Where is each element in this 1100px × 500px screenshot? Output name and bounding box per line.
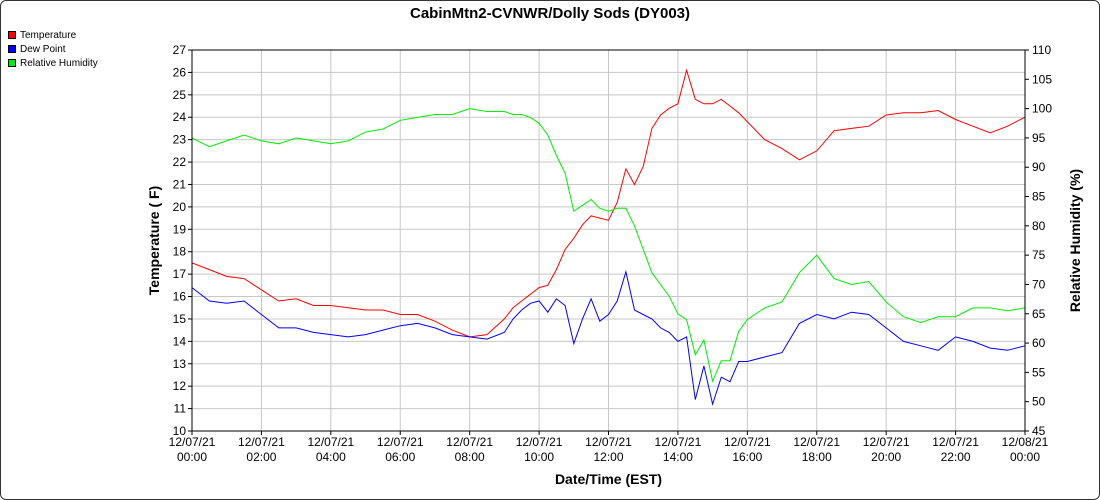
legend-swatch-dew-point [8, 45, 16, 53]
left-tick-label: 11 [174, 402, 187, 416]
legend-item-dew-point: Dew Point [8, 42, 98, 56]
left-tick-label: 19 [173, 222, 187, 236]
x-tick-date: 12/07/21 [377, 435, 424, 449]
x-tick-time: 22:00 [941, 450, 971, 464]
x-tick-time: 04:00 [316, 450, 346, 464]
x-tick-date: 12/07/21 [238, 435, 285, 449]
right-tick-label: 75 [1032, 248, 1046, 262]
x-tick-date: 12/07/21 [863, 435, 910, 449]
series-line-dew-point [191, 269, 1026, 406]
x-tick-date: 12/07/21 [655, 435, 702, 449]
left-tick-label: 16 [173, 290, 187, 304]
right-tick-label: 60 [1032, 336, 1046, 350]
right-tick-label: 95 [1032, 131, 1046, 145]
series-layer [191, 68, 1026, 406]
x-tick-date: 12/07/21 [724, 435, 771, 449]
x-tick-date: 12/07/21 [446, 435, 493, 449]
x-tick-time: 10:00 [524, 450, 554, 464]
x-tick-time: 20:00 [871, 450, 901, 464]
right-tick-label: 55 [1032, 365, 1046, 379]
left-tick-label: 20 [173, 200, 187, 214]
right-tick-label: 50 [1032, 395, 1046, 409]
right-axis-ticks: 45 50 55 60 65 70 75 80 85 90 95 100 105 110 [1025, 43, 1052, 438]
left-tick-label: 15 [173, 312, 187, 326]
x-tick-time: 00:00 [1010, 450, 1040, 464]
x-tick-date: 12/07/21 [793, 435, 840, 449]
x-tick-date: 12/07/21 [585, 435, 632, 449]
x-tick-time: 02:00 [246, 450, 276, 464]
left-tick-label: 14 [173, 334, 187, 348]
right-tick-label: 105 [1032, 72, 1052, 86]
series-line-temperature [191, 68, 1026, 338]
x-tick-time: 16:00 [732, 450, 762, 464]
left-tick-label: 17 [173, 267, 187, 281]
right-tick-label: 100 [1032, 102, 1052, 116]
right-tick-label: 45 [1032, 424, 1046, 438]
right-tick-label: 80 [1032, 219, 1046, 233]
x-tick-time: 06:00 [385, 450, 415, 464]
left-axis-title: Temperature ( F) [146, 186, 162, 295]
left-tick-label: 22 [173, 155, 187, 169]
legend-label-temperature: Temperature [20, 29, 77, 41]
left-tick-label: 10 [173, 424, 187, 438]
right-tick-label: 85 [1032, 190, 1046, 204]
right-tick-label: 110 [1032, 43, 1051, 57]
left-axis-ticks: 10 11 12 13 14 15 16 17 18 19 20 21 22 23 24 25 26 27 [173, 43, 192, 438]
x-tick-time: 14:00 [663, 450, 693, 464]
legend-swatch-relative-humidity [8, 59, 16, 67]
x-tick-time: 18:00 [802, 450, 832, 464]
left-tick-label: 13 [173, 357, 187, 371]
series-line-relative-humidity [191, 108, 1026, 383]
right-axis-title: Relative Humidity (%) [1067, 169, 1083, 312]
right-tick-label: 65 [1032, 307, 1046, 321]
x-tick-time: 00:00 [177, 450, 207, 464]
right-tick-label: 90 [1032, 160, 1046, 174]
x-tick-date: 12/07/21 [307, 435, 354, 449]
x-tick-date: 12/07/21 [516, 435, 563, 449]
x-axis-title: Date/Time (EST) [555, 471, 662, 487]
grid-lines [191, 49, 1026, 432]
x-tick-time: 08:00 [455, 450, 485, 464]
chart-title: CabinMtn2-CVNWR/Dolly Sods (DY003) [409, 5, 691, 22]
x-tick-date: 12/07/21 [932, 435, 979, 449]
left-tick-label: 25 [173, 88, 187, 102]
legend-label-dew-point: Dew Point [20, 43, 66, 55]
left-tick-label: 12 [173, 379, 187, 393]
left-tick-label: 27 [173, 43, 187, 57]
left-tick-label: 24 [173, 110, 187, 124]
legend-label-relative-humidity: Relative Humidity [20, 57, 98, 69]
x-axis-ticks: 12/07/2100:0012/07/2102:0012/07/2104:001… [169, 431, 1049, 464]
left-tick-label: 23 [173, 133, 187, 147]
legend-item-relative-humidity: Relative Humidity [8, 56, 98, 70]
chart-legend: Temperature Dew Point Relative Humidity [8, 28, 98, 70]
x-tick-date: 12/08/21 [1002, 435, 1049, 449]
legend-swatch-temperature [8, 31, 16, 39]
left-tick-label: 26 [173, 65, 187, 79]
right-tick-label: 70 [1032, 277, 1046, 291]
left-tick-label: 18 [173, 245, 187, 259]
x-tick-date: 12/07/21 [169, 435, 216, 449]
x-tick-time: 12:00 [593, 450, 623, 464]
legend-item-temperature: Temperature [8, 28, 98, 42]
left-tick-label: 21 [173, 177, 187, 191]
